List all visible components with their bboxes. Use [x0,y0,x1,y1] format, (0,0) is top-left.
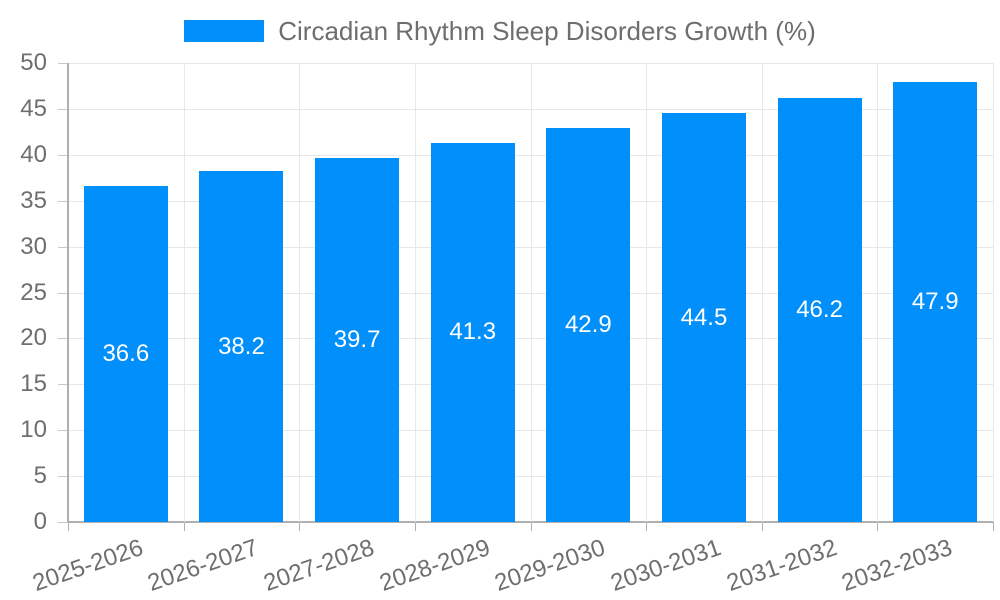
x-axis-tick [761,522,763,531]
x-axis-tick [299,522,301,531]
x-axis-tick-label: 2030-2031 [607,534,725,597]
x-axis-tick [646,522,648,531]
legend-swatch [184,20,265,42]
bar-value-label: 38.2 [218,332,265,360]
y-axis-tick-label: 35 [20,186,47,214]
y-axis-tick-label: 10 [20,416,47,444]
bar-value-label: 42.9 [564,311,612,339]
x-axis-tick [183,522,185,531]
y-axis-tick-label: 40 [20,140,47,168]
bar[interactable] [777,97,862,522]
bar-value-label: 36.6 [102,340,150,367]
y-axis-tick-label: 20 [20,324,47,352]
x-axis-tick [68,522,69,531]
y-axis-tick-label: 25 [20,278,47,306]
x-axis-tick [993,522,994,531]
y-axis-tick [58,338,68,340]
bar[interactable] [661,113,746,522]
y-axis-tick [58,476,68,478]
x-gridline [993,63,994,522]
x-gridline [530,63,532,522]
y-axis-tick [58,154,68,156]
x-axis-tick [530,522,532,531]
x-axis-tick-label: 2026-2027 [144,534,263,597]
y-axis-tick-label: 5 [33,462,47,490]
bar-value-label: 47.9 [911,288,959,316]
x-gridline [877,63,879,522]
bar-value-label: 39.7 [333,325,381,353]
y-axis-tick [58,200,68,202]
x-axis-tick-label: 2029-2030 [491,534,609,597]
x-axis-tick-label: 2032-2033 [838,534,956,597]
x-axis-tick [414,522,416,531]
x-axis-tick-label: 2025-2026 [29,534,147,597]
y-axis-tick-label: 45 [20,94,47,122]
bar[interactable] [430,142,515,522]
bar[interactable] [546,128,631,522]
y-axis-tick [58,63,68,64]
x-axis-tick-label: 2027-2028 [260,534,378,597]
x-gridline [299,63,301,522]
bar[interactable] [199,171,284,522]
y-axis-tick [58,384,68,386]
y-axis-tick-label: 50 [20,49,47,76]
bar[interactable] [315,157,400,522]
bar-value-label: 46.2 [796,295,843,323]
y-axis-tick-label: 30 [20,232,47,260]
x-gridline [761,63,763,522]
y-axis-tick-label: 15 [20,370,47,398]
legend-label: Circadian Rhythm Sleep Disorders Growth … [278,15,816,46]
x-axis-tick [877,522,879,531]
bar[interactable] [83,186,168,522]
bar-value-label: 41.3 [449,318,497,346]
y-axis-tick [58,430,68,432]
bar[interactable] [893,82,978,522]
y-axis-tick [58,292,68,294]
x-gridline [646,63,648,522]
y-axis-line [67,63,69,522]
x-axis-tick-label: 2031-2032 [722,534,841,597]
x-gridline [414,63,416,522]
legend-item[interactable]: Circadian Rhythm Sleep Disorders Growth … [0,16,1000,46]
x-gridline [183,63,185,522]
y-axis-tick [58,522,68,523]
y-axis-tick-label: 0 [33,508,47,535]
bar-value-label: 44.5 [680,303,728,331]
x-axis-tick-label: 2028-2029 [375,534,494,597]
y-axis-tick [58,108,68,110]
y-axis-tick [58,246,68,248]
